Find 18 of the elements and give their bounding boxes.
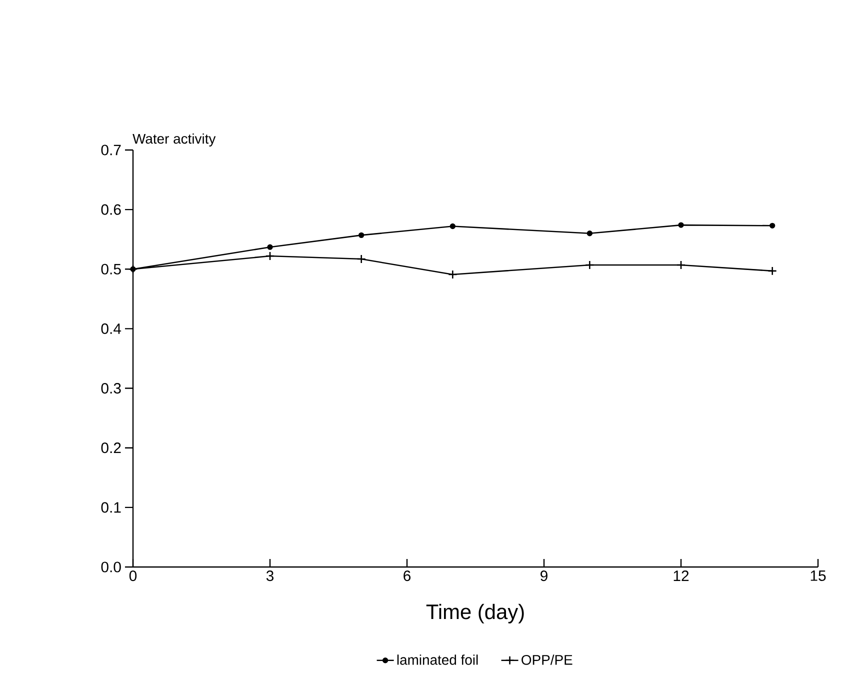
x-tick-label: 9 xyxy=(540,570,548,582)
y-tick-label: 0.4 xyxy=(101,323,122,334)
y-tick-label: 0.0 xyxy=(101,562,121,572)
legend-label: laminated foil xyxy=(397,654,478,665)
y-tick-label: 0.2 xyxy=(101,442,121,454)
x-tick-label: 15 xyxy=(810,570,826,581)
x-tick-label: 6 xyxy=(404,570,411,582)
y-tick-label: 0.6 xyxy=(101,204,121,215)
legend-label: OPP/PE xyxy=(522,654,572,665)
y-axis-title: Water activity xyxy=(132,133,216,146)
y-tick-label: 0.1 xyxy=(101,502,121,513)
x-tick-label: 12 xyxy=(674,570,689,581)
y-tick-label: 0.3 xyxy=(101,382,121,394)
y-tick-label: 0.5 xyxy=(101,264,121,274)
x-tick-label: 3 xyxy=(266,570,274,582)
x-axis-title: Time (day) xyxy=(426,604,524,624)
x-tick-label: 0 xyxy=(129,570,137,582)
y-tick-label: 0.7 xyxy=(101,144,121,156)
